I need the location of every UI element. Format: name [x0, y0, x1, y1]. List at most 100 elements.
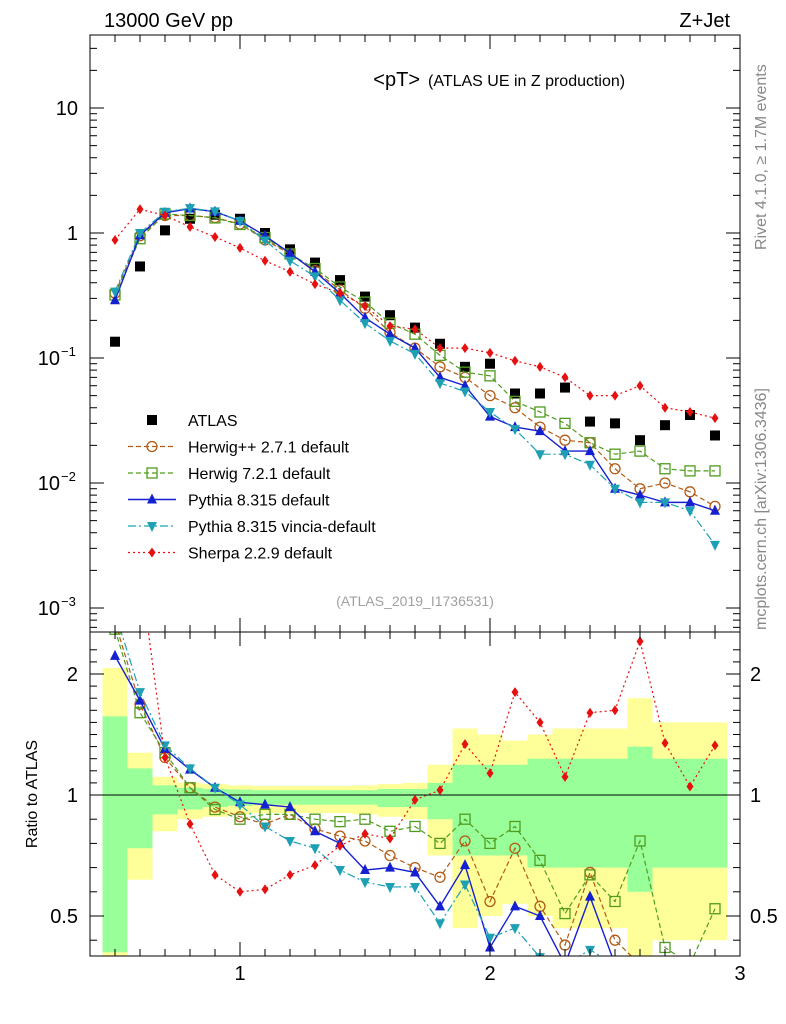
main-point-s0-16 [510, 388, 520, 399]
ratio-point-s3-6 [260, 798, 270, 809]
ratio-point-s3-7 [285, 801, 295, 812]
legend-label-5: Sherpa 2.2.9 default [188, 546, 333, 563]
ratio-point-s2-6 [259, 808, 271, 821]
main-line-2 [114, 213, 715, 472]
main-point-s4-7 [285, 256, 295, 267]
ratio-point-s5-8 [311, 860, 319, 871]
ratio-ylabel: Ratio to ATLAS [24, 740, 41, 848]
ratio-point-s5-6 [261, 884, 269, 895]
header-energy-label: 13000 GeV pp [104, 10, 233, 32]
ratio-point-s2-14 [459, 813, 471, 825]
main-point-s3-13 [435, 371, 445, 382]
ratio-point-s2-24 [709, 903, 721, 915]
ratio-point-s5-21 [636, 636, 644, 647]
ratio-point-s3-19 [585, 890, 595, 901]
ratio-point-s3-8 [310, 825, 320, 836]
ratio-point-s4-8 [310, 844, 320, 855]
ratio-band-stat [477, 764, 503, 856]
main-point-s1-16 [509, 402, 521, 414]
ratio-band-stat [602, 758, 628, 868]
ratio-point-s5-0 [112, 125, 119, 135]
main-point-s1-20 [609, 463, 621, 475]
main-point-s5-18 [561, 372, 569, 383]
legend-label-2: Herwig 7.2.1 default [188, 466, 331, 483]
main-point-s2-17 [534, 406, 546, 418]
main-point-s5-12 [411, 324, 419, 335]
main-point-s4-11 [385, 336, 395, 347]
ratio-point-s1-20 [609, 934, 621, 946]
ratio-point-s1-16 [509, 842, 521, 854]
ratio-point-s5-12 [411, 794, 419, 805]
ratio-point-s3-16 [510, 900, 520, 911]
main-point-s5-22 [661, 402, 669, 413]
main-point-s4-1 [135, 229, 145, 239]
ratio-point-s5-14 [461, 739, 469, 750]
ratio-point-s5-19 [586, 707, 594, 718]
main-point-s3-24 [710, 504, 720, 515]
header-process-label: Z+Jet [679, 10, 730, 32]
main-point-s5-19 [586, 390, 594, 401]
main-point-s3-12 [410, 342, 420, 353]
main-point-s1-22 [659, 477, 671, 489]
main-point-s4-15 [485, 407, 495, 418]
ratio-point-s3-10 [360, 864, 370, 875]
legend: ATLAS Herwig++ 2.7.1 default Herwig 7.2.1 … [128, 413, 376, 563]
main-point-s4-12 [410, 349, 420, 360]
legend-marker-5 [148, 547, 156, 558]
main-point-s0-20 [610, 418, 620, 429]
ratio-point-s2-19 [584, 869, 596, 881]
main-point-s5-0 [111, 234, 119, 245]
main-point-s5-13 [436, 343, 444, 354]
ratio-point-s4-7 [285, 836, 295, 847]
ratio-ytick-label-right: 1 [750, 785, 761, 807]
analysis-id-label: (ATLAS_2019_I1736531) [336, 593, 494, 609]
legend-marker-2 [146, 467, 158, 479]
main-point-s5-3 [186, 221, 194, 232]
ratio-band-stat [702, 758, 728, 868]
ratio-point-s4-12 [410, 882, 420, 893]
main-point-s5-7 [286, 266, 294, 277]
main-ytick-label: 10 [38, 348, 60, 370]
main-point-s1-15 [484, 389, 496, 402]
ratio-point-s2-15 [484, 837, 496, 850]
ratio-point-s2-3 [184, 782, 196, 794]
ratio-point-s1-23 [685, 959, 695, 969]
ratio-point-s5-20 [611, 705, 619, 716]
main-point-s0-18 [560, 382, 570, 393]
legend-marker-4 [147, 522, 157, 532]
main-ytick-label: 10 [38, 598, 60, 620]
ratio-point-s3-1 [135, 694, 145, 705]
main-point-s4-6 [260, 236, 270, 247]
ratio-panel: 0.5 0.5 1 1 2 2 1 2 3 Ratio to ATLAS [24, 125, 778, 985]
ratio-band-stat [102, 716, 128, 953]
main-line-5 [114, 208, 716, 419]
ratio-point-s4-9 [335, 866, 345, 877]
main-point-s2-18 [559, 417, 571, 430]
ratio-point-s5-9 [336, 840, 344, 851]
ratio-point-s3-13 [435, 900, 445, 911]
ratio-point-s5-3 [186, 819, 194, 830]
main-point-s3-21 [635, 489, 645, 500]
ratio-ytick-label-left: 1 [67, 785, 78, 807]
ratio-point-s2-10 [359, 813, 371, 825]
main-point-s0-9 [335, 275, 345, 286]
ratio-point-s4-13 [435, 919, 445, 930]
main-ytick-exponent: −2 [61, 469, 76, 484]
main-ytick-exponent: −1 [61, 344, 76, 359]
ratio-band-stat [202, 788, 228, 808]
legend-label-3: Pythia 8.315 default [188, 493, 330, 510]
main-point-s5-1 [136, 204, 144, 215]
main-point-s5-5 [236, 242, 244, 253]
main-point-s4-14 [460, 387, 470, 398]
ratio-band-stat [502, 764, 528, 856]
source-label: mcplots.cern.ch [arXiv:1306.3436] [753, 388, 770, 630]
ratio-point-s5-24 [711, 740, 719, 751]
main-point-s4-5 [235, 216, 245, 227]
ratio-point-s5-10 [361, 828, 369, 839]
ratio-point-s3-23 [685, 958, 695, 968]
main-point-s0-17 [535, 388, 545, 399]
main-point-s4-21 [635, 498, 645, 509]
ratio-point-s2-4 [209, 803, 221, 816]
legend-marker-1 [146, 440, 158, 453]
